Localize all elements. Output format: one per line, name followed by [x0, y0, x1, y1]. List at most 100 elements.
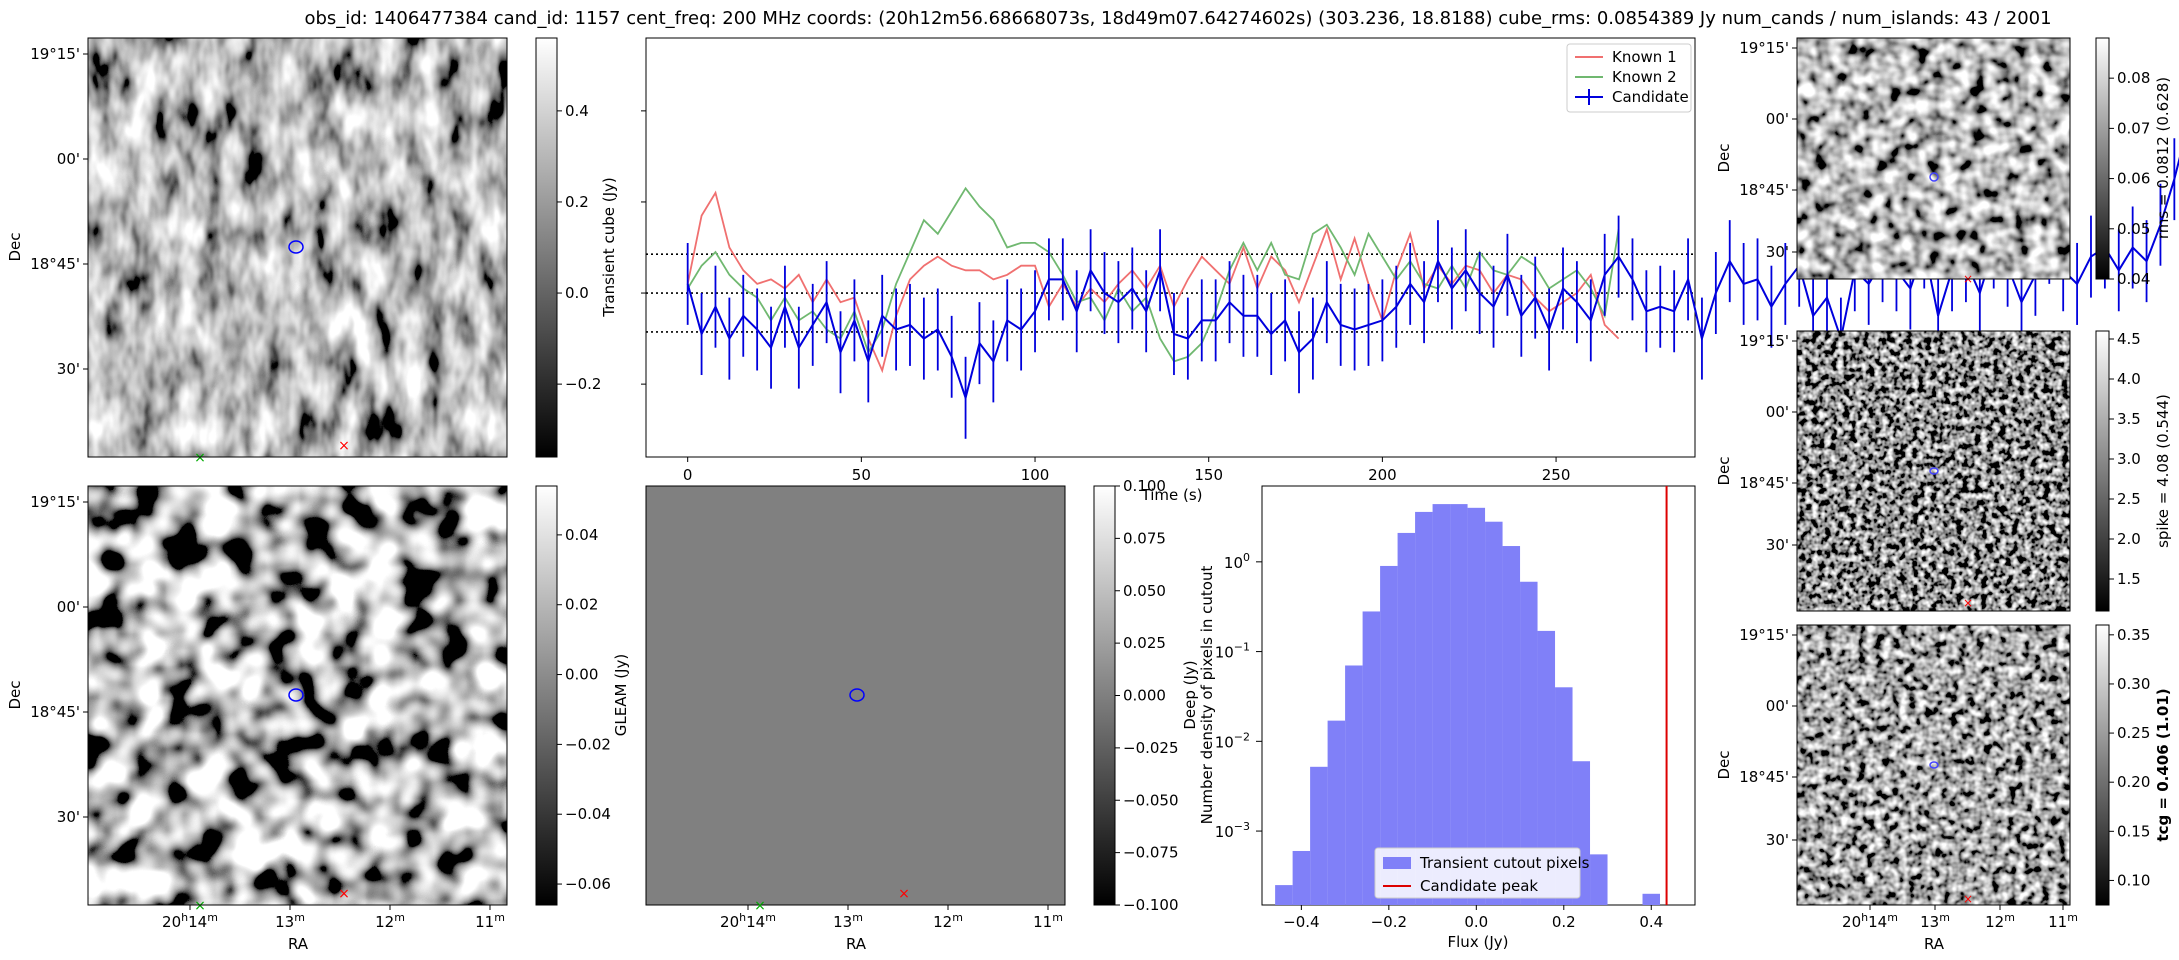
- colorbar-tick-label: 0.25: [2117, 724, 2150, 742]
- dec-tick-label: 00': [57, 598, 80, 616]
- gleam-dec-label: Dec: [6, 680, 24, 709]
- deep-ra-label: RA: [846, 935, 867, 953]
- histogram-yticks: 100 10−1 10−2 10−3: [1215, 551, 1262, 841]
- tcg-panel: × 19°15' 00' 18°45' 30' 20h14m 13m 12m 11m RA: [1739, 624, 2078, 953]
- histogram-ylabel: Number density of pixels in cutout: [1198, 566, 1216, 825]
- colorbar-tick-label: 0.30: [2117, 675, 2150, 693]
- histogram-bar: [1345, 665, 1363, 905]
- ra-tick-label: 13m: [1920, 911, 1950, 931]
- histogram-bar: [1520, 581, 1538, 905]
- tcg-colorbar: 0.35 0.30 0.25 0.20 0.15 0.10 tcg = 0.406 (1.…: [2095, 624, 2172, 906]
- candidate-contour: [288, 688, 304, 702]
- candidate-contour: [849, 688, 865, 702]
- x-tick-label: 250: [1542, 466, 1571, 484]
- colorbar-tick-label: −0.050: [1123, 791, 1179, 809]
- gleam-colorbar-label: GLEAM (Jy): [612, 654, 630, 736]
- colorbar-tick-label: −0.100: [1123, 896, 1179, 914]
- gleam-ra-label: RA: [288, 935, 309, 953]
- colorbar-tick-label: 4.0: [2117, 370, 2141, 388]
- dec-tick-label: 18°45': [30, 703, 80, 721]
- spike-colorbar: 4.5 4.0 3.5 3.0 2.5 2.0 1.5 spike = 4.08 (0.54…: [2095, 330, 2172, 612]
- tcg-colorbar-ticks: 0.35 0.30 0.25 0.20 0.15 0.10: [2109, 626, 2150, 889]
- histogram-bar: [1380, 565, 1398, 905]
- light-curve-legend: Known 1 Known 2 Candidate: [1566, 43, 1692, 113]
- histogram-bar: [1485, 521, 1503, 905]
- y-tick-label: 10−1: [1215, 641, 1250, 662]
- x-tick-label: 200: [1368, 466, 1397, 484]
- deep-colorbar-ticks: 0.100 0.075 0.050 0.025 0.000 −0.025 −0.050 −0.…: [1115, 477, 1179, 914]
- legend-candidate: Candidate: [1612, 88, 1689, 106]
- colorbar-tick-label: 0.04: [565, 526, 598, 544]
- colorbar-tick-label: 0.35: [2117, 626, 2150, 644]
- known-source-marker: ×: [338, 438, 350, 454]
- colorbar-tick-label: 0.000: [1123, 687, 1166, 705]
- colorbar-tick-label: 0.15: [2117, 822, 2150, 840]
- rms-dec-label: Dec: [1715, 143, 1733, 172]
- ra-tick-label: 20h14m: [1842, 911, 1898, 931]
- deep-colorbar-label: Deep (Jy): [1181, 660, 1199, 729]
- x-tick-label: −0.4: [1283, 913, 1319, 931]
- y-tick-label: 10−2: [1215, 730, 1250, 751]
- colorbar-tick-label: 3.0: [2117, 450, 2141, 468]
- figure-title: obs_id: 1406477384 cand_id: 1157 cent_fr…: [304, 8, 2051, 29]
- spike-dec-label: Dec: [1715, 456, 1733, 485]
- histogram-bar: [1327, 720, 1346, 905]
- candidate-contour: [1929, 172, 1939, 182]
- candidate-contour: [1929, 761, 1939, 769]
- deep-ra-ticks: 20h14m 13m 12m 11m: [720, 905, 1063, 931]
- legend-transient-pixels: Transient cutout pixels: [1419, 854, 1590, 872]
- deep-panel: × × 20h14m 13m 12m 11m RA: [645, 485, 1066, 953]
- colorbar-tick-label: −0.2: [565, 375, 601, 393]
- gleam-source-marker: ×: [754, 898, 766, 914]
- histogram-bar: [1275, 885, 1293, 905]
- colorbar-tick-label: 0.06: [2117, 170, 2150, 188]
- flux-histogram-panel: −0.4 −0.2 0.0 0.2 0.4 100 10−1 10−2 10−3 Flux (…: [1198, 485, 1696, 951]
- deep-colorbar: 0.100 0.075 0.050 0.025 0.000 −0.025 −0.050 −0.…: [1093, 477, 1199, 914]
- gleam-colorbar-ticks: 0.04 0.02 0.00 −0.02 −0.04 −0.06: [557, 526, 611, 893]
- spike-colorbar-label: spike = 4.08 (0.544): [2154, 394, 2172, 548]
- legend-known2: Known 2: [1612, 68, 1677, 86]
- tcg-colorbar-label: tcg = 0.406 (1.01): [2154, 688, 2172, 841]
- x-tick-label: −0.2: [1371, 913, 1407, 931]
- colorbar-tick-label: 0.05: [2117, 220, 2150, 238]
- ra-tick-label: 12m: [375, 911, 405, 931]
- histogram-bar: [1397, 532, 1416, 905]
- histogram-bar: [1362, 611, 1381, 905]
- histogram-bar: [1642, 893, 1661, 905]
- colorbar-tick-label: 0.20: [2117, 773, 2150, 791]
- colorbar-tick-label: 0.2: [565, 193, 589, 211]
- tcg-ra-ticks: 20h14m 13m 12m 11m: [1842, 905, 2078, 931]
- dec-tick-label: 30': [1766, 536, 1789, 554]
- colorbar-tick-label: 0.0: [565, 284, 589, 302]
- histogram-bar: [1432, 504, 1451, 905]
- dec-tick-label: 00': [1766, 403, 1789, 421]
- dec-tick-label: 19°15': [1739, 39, 1789, 57]
- light-curve-yticks: [641, 110, 646, 385]
- dec-tick-label: 00': [1766, 110, 1789, 128]
- colorbar-tick-label: 0.100: [1123, 477, 1166, 495]
- histogram-bar: [1590, 854, 1608, 905]
- colorbar-tick-label: 3.5: [2117, 410, 2141, 428]
- ra-tick-label: 12m: [933, 911, 963, 931]
- transient-dec-label: Dec: [6, 232, 24, 261]
- light-curve-panel: 0 50 100 150 200 250 Time (s) Known 1 Known 2…: [641, 37, 2179, 504]
- tcg-dec-label: Dec: [1715, 750, 1733, 779]
- known-source-marker: ×: [1963, 892, 1973, 906]
- transient-colorbar: 0.4 0.2 0.0 −0.2 Transient cube (Jy): [535, 37, 618, 458]
- dec-tick-label: 18°45': [1739, 768, 1789, 786]
- rms-colorbar-label: rms = 0.0812 (0.628): [2154, 77, 2172, 239]
- x-tick-label: 0.0: [1464, 913, 1488, 931]
- dec-tick-label: 19°15': [1739, 626, 1789, 644]
- tcg-ra-label: RA: [1924, 935, 1945, 953]
- colorbar-tick-label: 4.5: [2117, 330, 2141, 348]
- transient-cube-panel: × × 19°15' 00' 18°45' 30': [30, 37, 508, 466]
- colorbar-tick-label: −0.02: [565, 735, 611, 753]
- ra-tick-label: 13m: [275, 911, 305, 931]
- transient-dec-ticks: 19°15' 00' 18°45' 30': [30, 45, 88, 378]
- ra-tick-label: 20h14m: [162, 911, 218, 931]
- colorbar-tick-label: −0.04: [565, 805, 611, 823]
- gleam-ra-ticks: 20h14m 13m 12m 11m: [162, 905, 505, 931]
- x-tick-label: 150: [1194, 466, 1223, 484]
- legend-known1: Known 1: [1612, 48, 1677, 66]
- histogram-xlabel: Flux (Jy): [1448, 933, 1509, 951]
